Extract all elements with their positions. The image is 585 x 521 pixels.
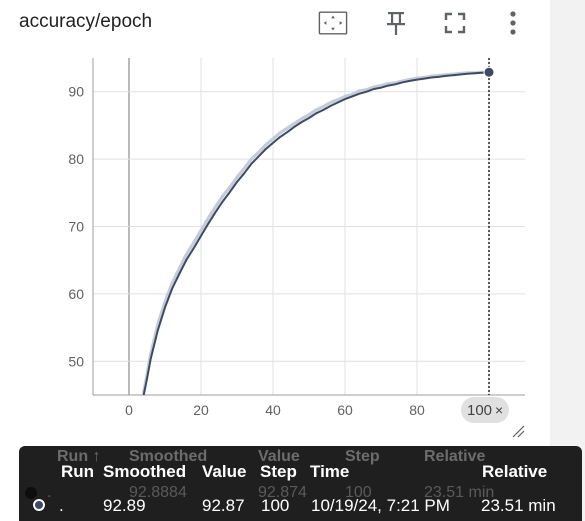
fit-domain-icon[interactable]	[318, 8, 348, 38]
row-step: 100	[261, 496, 290, 515]
tooltip-header-row: Run Smoothed Value Step Time Relative	[19, 462, 582, 486]
hover-tooltip: Run ↑ Smoothed Value Step Relative . 92.…	[19, 446, 582, 521]
x-tick-label: 60	[337, 402, 353, 418]
ghost-relative: 23.51 min	[424, 484, 495, 501]
fullscreen-icon[interactable]	[440, 8, 470, 38]
row-relative: 23.51 min	[481, 496, 556, 515]
header-smoothed: Smoothed	[103, 462, 187, 481]
row-time: 10/19/24, 7:21 PM	[311, 496, 450, 515]
x-tick-label: 0	[125, 402, 133, 418]
ghost-header-value: Value	[258, 448, 300, 465]
ghost-value: 92.874	[258, 484, 307, 501]
row-smoothed: 92.89	[103, 496, 146, 515]
ghost-header-smoothed: Smoothed	[129, 448, 208, 465]
ghost-header-relative: Relative	[424, 448, 486, 465]
scalar-card: accuracy/epoch 0 20 40 60 80 50 60 70 80 90	[0, 8, 550, 440]
pin-icon[interactable]	[381, 8, 411, 38]
y-tick-label: 80	[68, 151, 84, 167]
x-tick-label: 20	[193, 402, 209, 418]
row-value: 92.87	[202, 496, 245, 515]
x-chip-label: 100	[467, 401, 493, 419]
header-step: Step	[260, 462, 297, 481]
hover-point-marker	[483, 66, 495, 78]
row-run: .	[59, 496, 64, 515]
card-title: accuracy/epoch	[19, 11, 153, 32]
ghost-run: .	[47, 484, 52, 501]
y-tick-label: 50	[68, 353, 84, 369]
header-run: Run	[61, 462, 95, 481]
close-icon[interactable]: ×	[495, 402, 504, 418]
header-relative: Relative	[482, 462, 548, 481]
ghost-header-step: Step	[345, 448, 380, 465]
x-tick-label: 40	[265, 402, 281, 418]
right-sidebar	[550, 0, 585, 521]
y-tick-label: 60	[68, 286, 84, 302]
x-axis-chip[interactable]: 100 ×	[461, 397, 510, 423]
line-chart[interactable]: 0 20 40 60 80 50 60 70 80 90	[0, 48, 550, 440]
header-value: Value	[202, 462, 247, 481]
run-color-dot	[33, 499, 45, 511]
x-tick-label: 80	[409, 402, 425, 418]
tooltip-ghost-layer: Run ↑ Smoothed Value Step Relative . 92.…	[19, 446, 582, 521]
ghost-header-run: Run ↑	[57, 448, 101, 465]
ghost-step: 100	[345, 484, 372, 501]
smoothed-series-line	[142, 71, 490, 395]
more-vert-icon[interactable]	[498, 8, 528, 38]
y-tick-label: 90	[68, 84, 84, 100]
y-tick-label: 70	[68, 219, 84, 235]
tooltip-data-row: . 92.89 92.87 100 10/19/24, 7:21 PM 23.5…	[19, 496, 582, 520]
header-time: Time	[310, 462, 350, 481]
raw-series-line	[141, 70, 490, 394]
ghost-run-dot	[25, 487, 37, 499]
ghost-smoothed: 92.8884	[129, 484, 187, 501]
resize-handle-icon[interactable]	[511, 424, 525, 438]
